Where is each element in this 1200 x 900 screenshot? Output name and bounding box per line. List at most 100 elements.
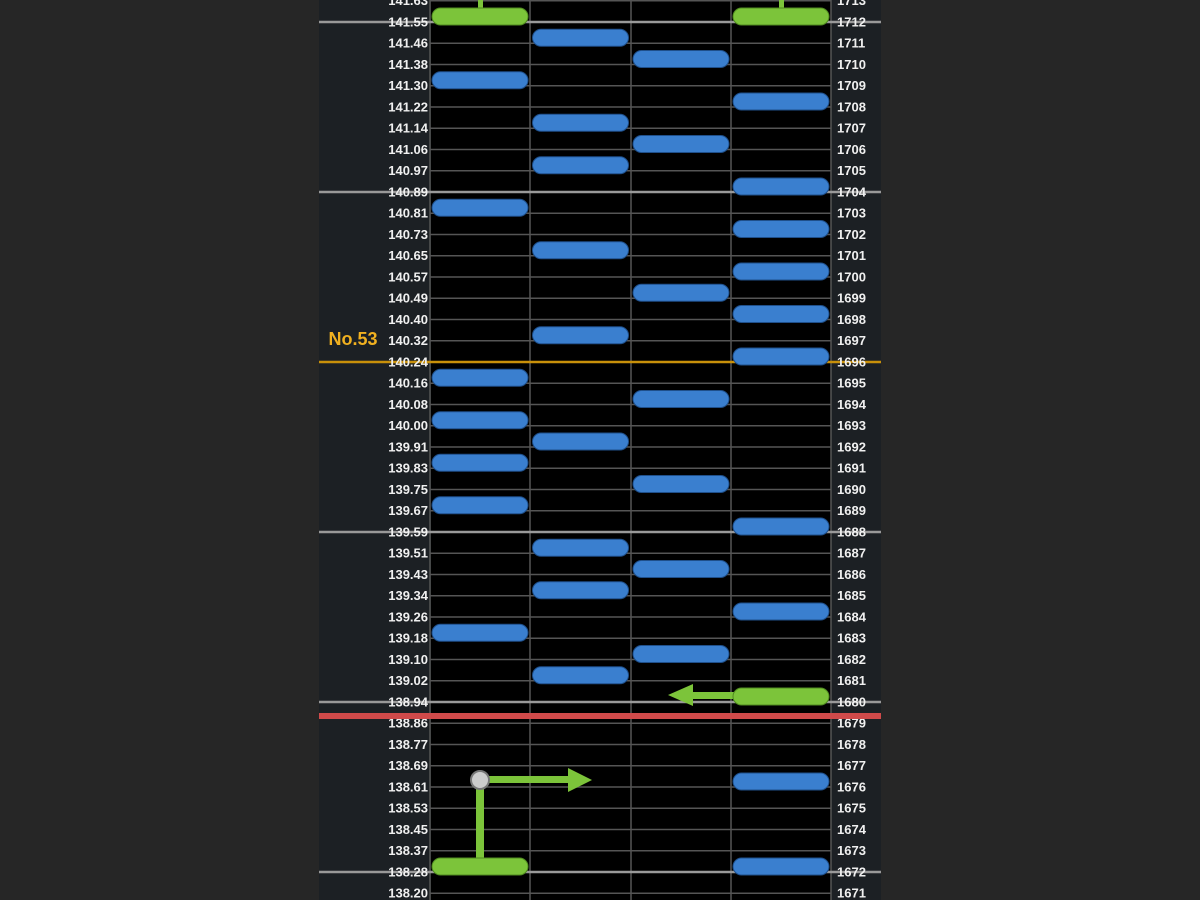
tap-note bbox=[532, 156, 629, 175]
tap-note bbox=[632, 390, 730, 408]
time-label: 138.86 bbox=[388, 716, 428, 731]
beat-label: 1712 bbox=[837, 14, 866, 29]
time-label: 140.81 bbox=[388, 206, 428, 221]
beat-label: 1680 bbox=[837, 694, 866, 709]
beat-label: 1681 bbox=[837, 673, 866, 688]
green-note bbox=[431, 7, 529, 26]
hold-bar bbox=[476, 780, 484, 867]
slide-bar bbox=[480, 776, 572, 783]
beat-label: 1700 bbox=[837, 269, 866, 284]
beat-label: 1673 bbox=[837, 843, 866, 858]
time-label: 139.18 bbox=[388, 631, 428, 646]
time-column bbox=[319, 0, 431, 900]
beat-label: 1688 bbox=[837, 524, 866, 539]
time-label: 138.53 bbox=[388, 801, 428, 816]
slide-bar bbox=[690, 692, 740, 699]
hold-bar bbox=[779, 0, 784, 10]
beat-label: 1705 bbox=[837, 163, 866, 178]
tap-note bbox=[632, 560, 730, 578]
tap-note bbox=[732, 262, 830, 281]
tap-note bbox=[732, 177, 830, 196]
beat-label: 1702 bbox=[837, 227, 866, 242]
tap-note bbox=[532, 666, 629, 685]
beat-label: 1709 bbox=[837, 78, 866, 93]
tap-note bbox=[532, 28, 629, 47]
beat-label: 1697 bbox=[837, 333, 866, 348]
time-label: 140.89 bbox=[388, 184, 428, 199]
beat-label: 1713 bbox=[837, 0, 866, 8]
time-label: 139.26 bbox=[388, 609, 428, 624]
time-label: 140.32 bbox=[388, 333, 428, 348]
beat-label: 1707 bbox=[837, 121, 866, 136]
beat-label: 1685 bbox=[837, 588, 866, 603]
time-label: 139.51 bbox=[388, 546, 428, 561]
time-label: 140.16 bbox=[388, 376, 428, 391]
time-label: 141.55 bbox=[388, 14, 428, 29]
beat-label: 1671 bbox=[837, 886, 866, 900]
time-label: 139.91 bbox=[388, 439, 428, 454]
tap-note bbox=[732, 305, 830, 323]
time-label: 141.38 bbox=[388, 57, 428, 72]
time-label: 139.43 bbox=[388, 567, 428, 582]
green-note bbox=[732, 687, 830, 706]
tap-note bbox=[632, 645, 730, 663]
time-label: 140.65 bbox=[388, 248, 428, 263]
tap-note bbox=[532, 538, 629, 557]
beat-label: 1701 bbox=[837, 248, 866, 263]
tap-note bbox=[732, 92, 830, 111]
beat-label: 1672 bbox=[837, 864, 866, 879]
slide-arrow bbox=[668, 684, 693, 706]
beat-label: 1691 bbox=[837, 461, 866, 476]
tap-note bbox=[732, 772, 830, 791]
tap-note bbox=[732, 347, 830, 366]
tap-note bbox=[532, 432, 629, 451]
time-label: 138.69 bbox=[388, 758, 428, 773]
tap-note bbox=[732, 220, 830, 238]
beat-label: 1699 bbox=[837, 291, 866, 306]
time-label: 140.24 bbox=[388, 354, 429, 369]
beat-label: 1693 bbox=[837, 418, 866, 433]
tap-note bbox=[632, 135, 730, 153]
time-label: 138.94 bbox=[388, 694, 429, 709]
beat-label: 1694 bbox=[837, 397, 867, 412]
time-label: 139.34 bbox=[388, 588, 429, 603]
tap-note bbox=[732, 517, 830, 536]
beat-label: 1676 bbox=[837, 779, 866, 794]
tap-note bbox=[431, 411, 529, 430]
time-label: 138.45 bbox=[388, 822, 428, 837]
beat-label: 1708 bbox=[837, 99, 866, 114]
beat-label: 1679 bbox=[837, 716, 866, 731]
beat-column bbox=[831, 0, 881, 900]
time-label: 141.06 bbox=[388, 142, 428, 157]
beat-label: 1703 bbox=[837, 206, 866, 221]
beat-label: 1686 bbox=[837, 567, 866, 582]
beat-label: 1689 bbox=[837, 503, 866, 518]
tap-note bbox=[431, 71, 529, 90]
beat-label: 1695 bbox=[837, 376, 866, 391]
time-label: 140.73 bbox=[388, 227, 428, 242]
beat-label: 1674 bbox=[837, 822, 867, 837]
hold-bar bbox=[478, 0, 483, 10]
tap-note bbox=[732, 602, 830, 621]
beat-label: 1698 bbox=[837, 312, 866, 327]
tap-note bbox=[532, 113, 629, 132]
time-label: 141.22 bbox=[388, 99, 428, 114]
beat-label: 1678 bbox=[837, 737, 866, 752]
time-label: 139.59 bbox=[388, 524, 428, 539]
time-label: 140.00 bbox=[388, 418, 428, 433]
time-label: 138.20 bbox=[388, 886, 428, 900]
time-label: 138.61 bbox=[388, 779, 428, 794]
beat-label: 1684 bbox=[837, 609, 867, 624]
time-label: 141.63 bbox=[388, 0, 428, 8]
time-label: 139.67 bbox=[388, 503, 428, 518]
playhead bbox=[319, 713, 881, 719]
time-label: 140.97 bbox=[388, 163, 428, 178]
measure-number: No.53 bbox=[328, 329, 377, 349]
beat-label: 1687 bbox=[837, 546, 866, 561]
tap-note bbox=[632, 283, 730, 302]
time-label: 141.30 bbox=[388, 78, 428, 93]
time-label: 139.10 bbox=[388, 652, 428, 667]
time-label: 141.46 bbox=[388, 36, 428, 51]
beat-label: 1675 bbox=[837, 801, 866, 816]
slide-knob bbox=[470, 770, 490, 790]
